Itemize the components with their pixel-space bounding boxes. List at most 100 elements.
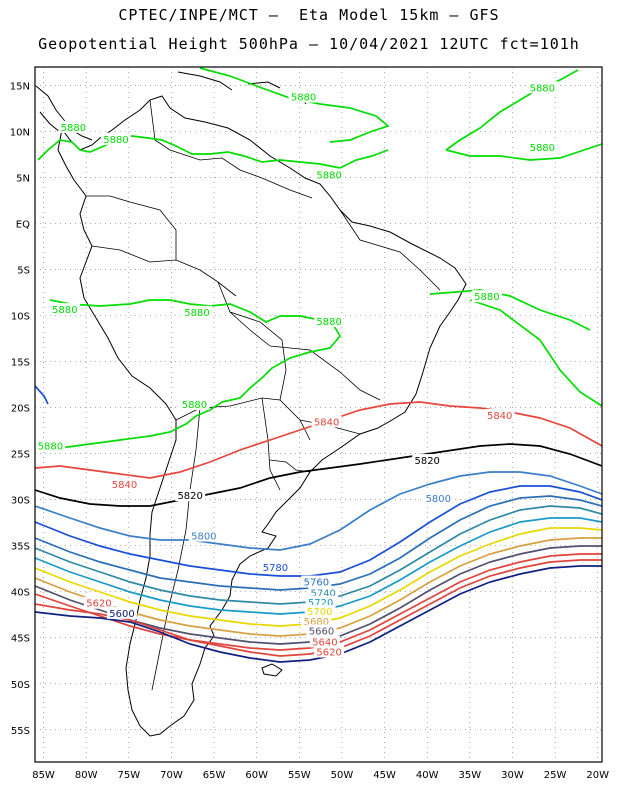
contour-label-5880: 5880 [530, 83, 555, 94]
contour-label-bg [35, 439, 66, 452]
lon-tick-label: 70W [160, 770, 183, 781]
contour-label-5880: 5880 [38, 441, 63, 452]
contour-label-bg [305, 595, 336, 608]
contour-label-bg [101, 132, 131, 145]
contour-label-bg [188, 529, 219, 542]
country-borders [86, 99, 441, 691]
lat-tick-label: 10N [10, 127, 30, 138]
contour-label-5760: 5760 [304, 578, 329, 589]
lat-tick-label: 30S [11, 496, 30, 507]
contour-5820 [35, 443, 602, 507]
contour-label-5840: 5840 [487, 411, 512, 422]
caribbean-island-1 [177, 71, 233, 91]
contour-label-bg [484, 408, 515, 421]
lon-tick-label: 75W [117, 770, 140, 781]
contour-label-bg [58, 120, 89, 133]
map-title-line2: Geopotential Height 500hPa – 10/04/2021 … [38, 35, 580, 53]
contour-label-5880: 5880 [474, 292, 499, 303]
plot-frame [34, 66, 603, 763]
contour-5880-atlantic-n [445, 69, 602, 161]
contour-label-5880: 5880 [316, 317, 341, 328]
lat-tick-label: 40S [11, 588, 30, 599]
lat-tick-label: 10S [11, 312, 30, 323]
graticule [35, 67, 602, 762]
contour-label-bg [412, 454, 443, 467]
lon-tick-label: 30W [501, 770, 524, 781]
lat-tick-label: 50S [11, 680, 30, 691]
contour-label-5880: 5880 [61, 123, 86, 134]
contour-label-5620: 5620 [86, 599, 111, 610]
contour-label-bg [106, 606, 137, 619]
contour-label-bg [83, 596, 114, 609]
contour-label-5780: 5780 [263, 563, 288, 574]
lon-tick-label: 25W [544, 770, 567, 781]
contour-label-bg [309, 635, 340, 648]
axis-tick-labels: 85W 80W 75W 70W 65W 60W 55W 50W 45W 40W 35W 30W 25W 2… [10, 81, 609, 781]
contour-label-5880: 5880 [103, 135, 128, 146]
contour-label-bg [260, 560, 291, 573]
contour-label-5740: 5740 [310, 589, 335, 600]
lon-tick-label: 20W [586, 770, 609, 781]
contour-label-bg [301, 615, 332, 628]
contour-label-5840: 5840 [314, 417, 339, 428]
contour-label-5880: 5880 [182, 400, 207, 411]
map-title-line1: CPTEC/INPE/MCT – Eta Model 15km – GFS [118, 6, 500, 24]
contour-label-bg [423, 491, 454, 504]
contour-label-bg [314, 645, 345, 658]
contour-labels: 5880 5880 5880 5880 5880 5880 5880 5880 5880 5880… [35, 81, 558, 659]
contour-label-5700: 5700 [307, 607, 332, 618]
contour-label-bg [314, 315, 345, 328]
south-america-coastline [57, 95, 467, 737]
contour-label-bg [304, 605, 335, 618]
contour-label-bg [306, 624, 337, 637]
lon-tick-label: 55W [288, 770, 311, 781]
lat-tick-label: 5S [17, 266, 30, 277]
contour-5800 [35, 471, 602, 551]
contour-label-5660: 5660 [309, 626, 334, 637]
lat-tick-label: 45S [11, 634, 30, 645]
contour-label-5880: 5880 [291, 92, 316, 103]
contour-blue-fragment [35, 385, 49, 405]
lon-tick-label: 40W [416, 770, 439, 781]
lat-tick-label: 35S [11, 542, 30, 553]
central-america-coast-2 [39, 111, 61, 133]
contour-label-bg [288, 90, 319, 103]
lat-tick-label: 15N [10, 81, 30, 92]
contour-label-5800: 5800 [426, 494, 451, 505]
contour-5880-west [35, 299, 342, 451]
contour-5880-north [37, 135, 389, 169]
contour-label-5640: 5640 [312, 637, 337, 648]
contour-label-bg [182, 305, 212, 318]
central-america-coastline [35, 85, 93, 141]
lon-tick-label: 80W [75, 770, 98, 781]
contour-label-bg [175, 489, 206, 502]
contour-label-5880: 5880 [530, 143, 555, 154]
contour-label-bg [109, 478, 140, 490]
contour-label-bg [301, 575, 332, 588]
contour-label-bg [49, 303, 80, 316]
contour-label-5820: 5820 [177, 491, 202, 502]
contour-label-5680: 5680 [304, 617, 329, 628]
coastlines-and-borders [35, 71, 467, 737]
lon-tick-label: 35W [459, 770, 482, 781]
height-contours [35, 67, 602, 663]
lat-tick-label: 55S [11, 726, 30, 737]
contour-label-bg [179, 397, 210, 410]
lat-tick-label: 15S [11, 358, 30, 369]
contour-5880-atlantic-s [429, 289, 602, 407]
contour-label-5620: 5620 [316, 648, 341, 659]
lat-tick-label: 5N [16, 173, 30, 184]
contour-label-5880: 5880 [52, 305, 77, 316]
contour-label-5880: 5880 [184, 308, 209, 319]
contour-label-5820: 5820 [414, 456, 439, 467]
contour-label-bg [471, 290, 502, 303]
lat-tick-label: 20S [11, 404, 30, 415]
caribbean-island-2 [247, 81, 281, 89]
contour-label-bg [311, 415, 342, 428]
lon-tick-label: 65W [203, 770, 226, 781]
contour-label-5840: 5840 [112, 480, 137, 491]
contour-label-5600: 5600 [109, 609, 134, 620]
contour-label-bg [308, 586, 339, 599]
contour-label-5800: 5800 [191, 532, 216, 543]
